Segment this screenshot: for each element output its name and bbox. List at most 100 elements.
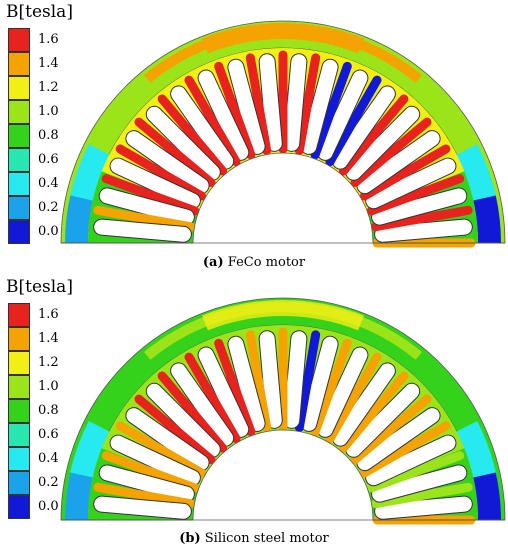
stator-tooth xyxy=(101,451,200,493)
stator-slot xyxy=(366,158,456,209)
caption-tag: (b) xyxy=(179,531,201,546)
panel-feco-motor: B[tesla] 1.6 1.4 1.2 1.0 0.8 0.6 0.4 0.2… xyxy=(0,2,508,270)
caption-text: FeCo motor xyxy=(223,255,306,270)
stator-tooth xyxy=(134,117,216,188)
stator-slot xyxy=(146,383,220,457)
stator-slot xyxy=(346,383,420,457)
stator-slot xyxy=(259,54,282,151)
legend-label: 0.6 xyxy=(38,427,59,442)
stator-tooth xyxy=(245,53,272,155)
legend-label: 0.4 xyxy=(38,451,59,466)
legend-swatch xyxy=(8,375,30,399)
stator-slot xyxy=(228,59,265,154)
legend-label: 1.0 xyxy=(38,379,59,394)
legend-label: 0.8 xyxy=(38,403,59,418)
legend-label: 0.4 xyxy=(38,176,59,191)
stator-slot xyxy=(284,54,307,151)
stator-tooth xyxy=(184,75,241,167)
stator-tooth xyxy=(115,144,207,201)
legend-label: 0.2 xyxy=(38,475,59,490)
legend-label: 0.0 xyxy=(38,224,59,239)
legend-label: 1.0 xyxy=(38,104,59,119)
legend-label: 1.4 xyxy=(38,331,59,346)
stator-slot xyxy=(171,86,234,169)
legend-swatch xyxy=(8,327,30,351)
legend-label: 0.0 xyxy=(38,499,59,514)
stator-slot xyxy=(366,435,456,486)
legend-label: 1.2 xyxy=(38,355,59,370)
stator-tooth xyxy=(366,174,465,216)
stator-tooth xyxy=(338,94,409,176)
legend-swatch xyxy=(8,303,30,327)
stator-slot xyxy=(317,70,368,160)
legend-label: 1.4 xyxy=(38,56,59,71)
stator-tooth xyxy=(338,371,409,453)
stator-slot xyxy=(357,408,440,471)
stator-slot xyxy=(375,496,472,519)
stator-slot xyxy=(198,70,249,160)
legend-swatch xyxy=(8,423,30,447)
legend-title: B[tesla] xyxy=(6,277,73,297)
stator-tooth xyxy=(294,53,321,155)
legend-label: 0.6 xyxy=(38,152,59,167)
motor-flux-plot xyxy=(60,20,506,248)
stator-slot xyxy=(146,106,220,180)
stator-slot xyxy=(126,131,209,194)
stator-slot xyxy=(99,188,194,225)
stator-slot xyxy=(357,131,440,194)
stator-tooth xyxy=(366,451,465,493)
stator-slot xyxy=(94,219,191,242)
stator-tooth xyxy=(310,61,352,160)
stator-tooth xyxy=(93,482,195,509)
stator-core xyxy=(60,297,506,525)
stator-tooth xyxy=(134,394,216,465)
stator-tooth xyxy=(93,205,195,232)
legend-swatch xyxy=(8,172,30,196)
figure-caption: (a) FeCo motor xyxy=(0,255,508,270)
legend-label: 1.2 xyxy=(38,80,59,95)
stator-tooth xyxy=(115,421,207,478)
legend-swatch xyxy=(8,100,30,124)
stator-slot xyxy=(372,465,467,502)
legend-label: 0.2 xyxy=(38,200,59,215)
figure-caption: (b) Silicon steel motor xyxy=(0,531,508,546)
stator-tooth xyxy=(325,75,382,167)
rotor-bore xyxy=(192,429,374,521)
motor-flux-plot xyxy=(60,297,506,525)
stator-slot xyxy=(317,347,368,437)
legend-swatch xyxy=(8,447,30,471)
stator-tooth xyxy=(214,61,256,160)
stator-slot xyxy=(332,86,395,169)
legend-swatch xyxy=(8,471,30,495)
legend-swatch xyxy=(8,351,30,375)
legend-swatch xyxy=(8,220,30,244)
stator-slot xyxy=(228,336,265,431)
panel-silicon-steel-motor: B[tesla] 1.6 1.4 1.2 1.0 0.8 0.6 0.4 0.2… xyxy=(0,275,508,550)
stator-tooth xyxy=(371,205,473,232)
stator-tooth xyxy=(310,338,352,437)
stator-tooth xyxy=(184,352,241,444)
stator-slot xyxy=(126,408,209,471)
legend-swatch xyxy=(8,495,30,519)
stator-slot xyxy=(259,331,282,428)
stator-slot xyxy=(99,465,194,502)
stator-tooth xyxy=(157,371,228,453)
stator-slot xyxy=(375,219,472,242)
legend-label: 1.6 xyxy=(38,307,59,322)
rotor-bore xyxy=(192,152,374,244)
caption-tag: (a) xyxy=(202,255,224,270)
stator-tooth xyxy=(214,338,256,437)
legend-swatch xyxy=(8,28,30,52)
stator-tooth xyxy=(294,330,321,432)
stator-slot xyxy=(284,331,307,428)
stator-slot xyxy=(332,363,395,446)
legend-swatch xyxy=(8,148,30,172)
stator-tooth xyxy=(371,482,473,509)
stator-tooth xyxy=(359,421,451,478)
legend-swatch xyxy=(8,196,30,220)
legend-label: 0.8 xyxy=(38,128,59,143)
stator-slot xyxy=(372,188,467,225)
legend-label: 1.6 xyxy=(38,32,59,47)
stator-slot xyxy=(110,435,200,486)
stator-slot xyxy=(346,106,420,180)
